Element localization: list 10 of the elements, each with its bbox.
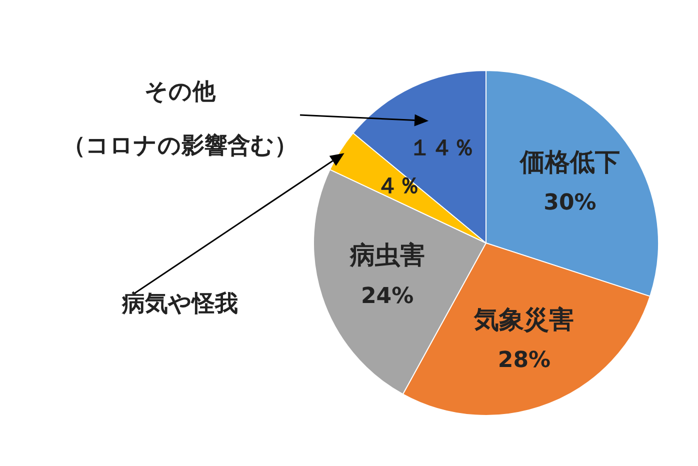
data-label: 30% — [544, 190, 596, 216]
slice-label: 病気や怪我 — [121, 290, 238, 317]
data-label: １４％ — [408, 136, 475, 161]
slice-label: 病虫害 — [348, 240, 425, 270]
category-label: その他（コロナの影響含む） — [62, 78, 298, 159]
slice-label: 気象災害 — [473, 305, 574, 334]
slice-label: 価格低下 — [518, 147, 620, 176]
data-label: ４％ — [376, 174, 420, 200]
data-label: 24% — [360, 284, 414, 309]
data-label: 28% — [498, 348, 551, 374]
